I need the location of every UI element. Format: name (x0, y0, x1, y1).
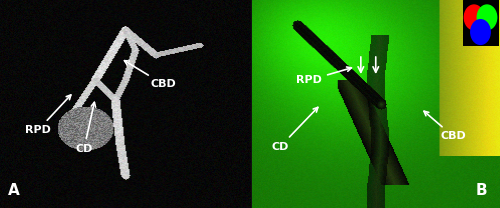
Text: B: B (476, 183, 488, 198)
Circle shape (464, 5, 483, 30)
Text: CD: CD (272, 107, 318, 152)
Text: RPD: RPD (25, 95, 71, 135)
Text: CBD: CBD (424, 111, 466, 141)
Circle shape (471, 20, 490, 44)
Text: CBD: CBD (124, 61, 176, 89)
Circle shape (478, 5, 496, 30)
Text: CD: CD (76, 102, 96, 154)
Text: A: A (8, 183, 20, 198)
Text: RPD: RPD (296, 67, 352, 85)
